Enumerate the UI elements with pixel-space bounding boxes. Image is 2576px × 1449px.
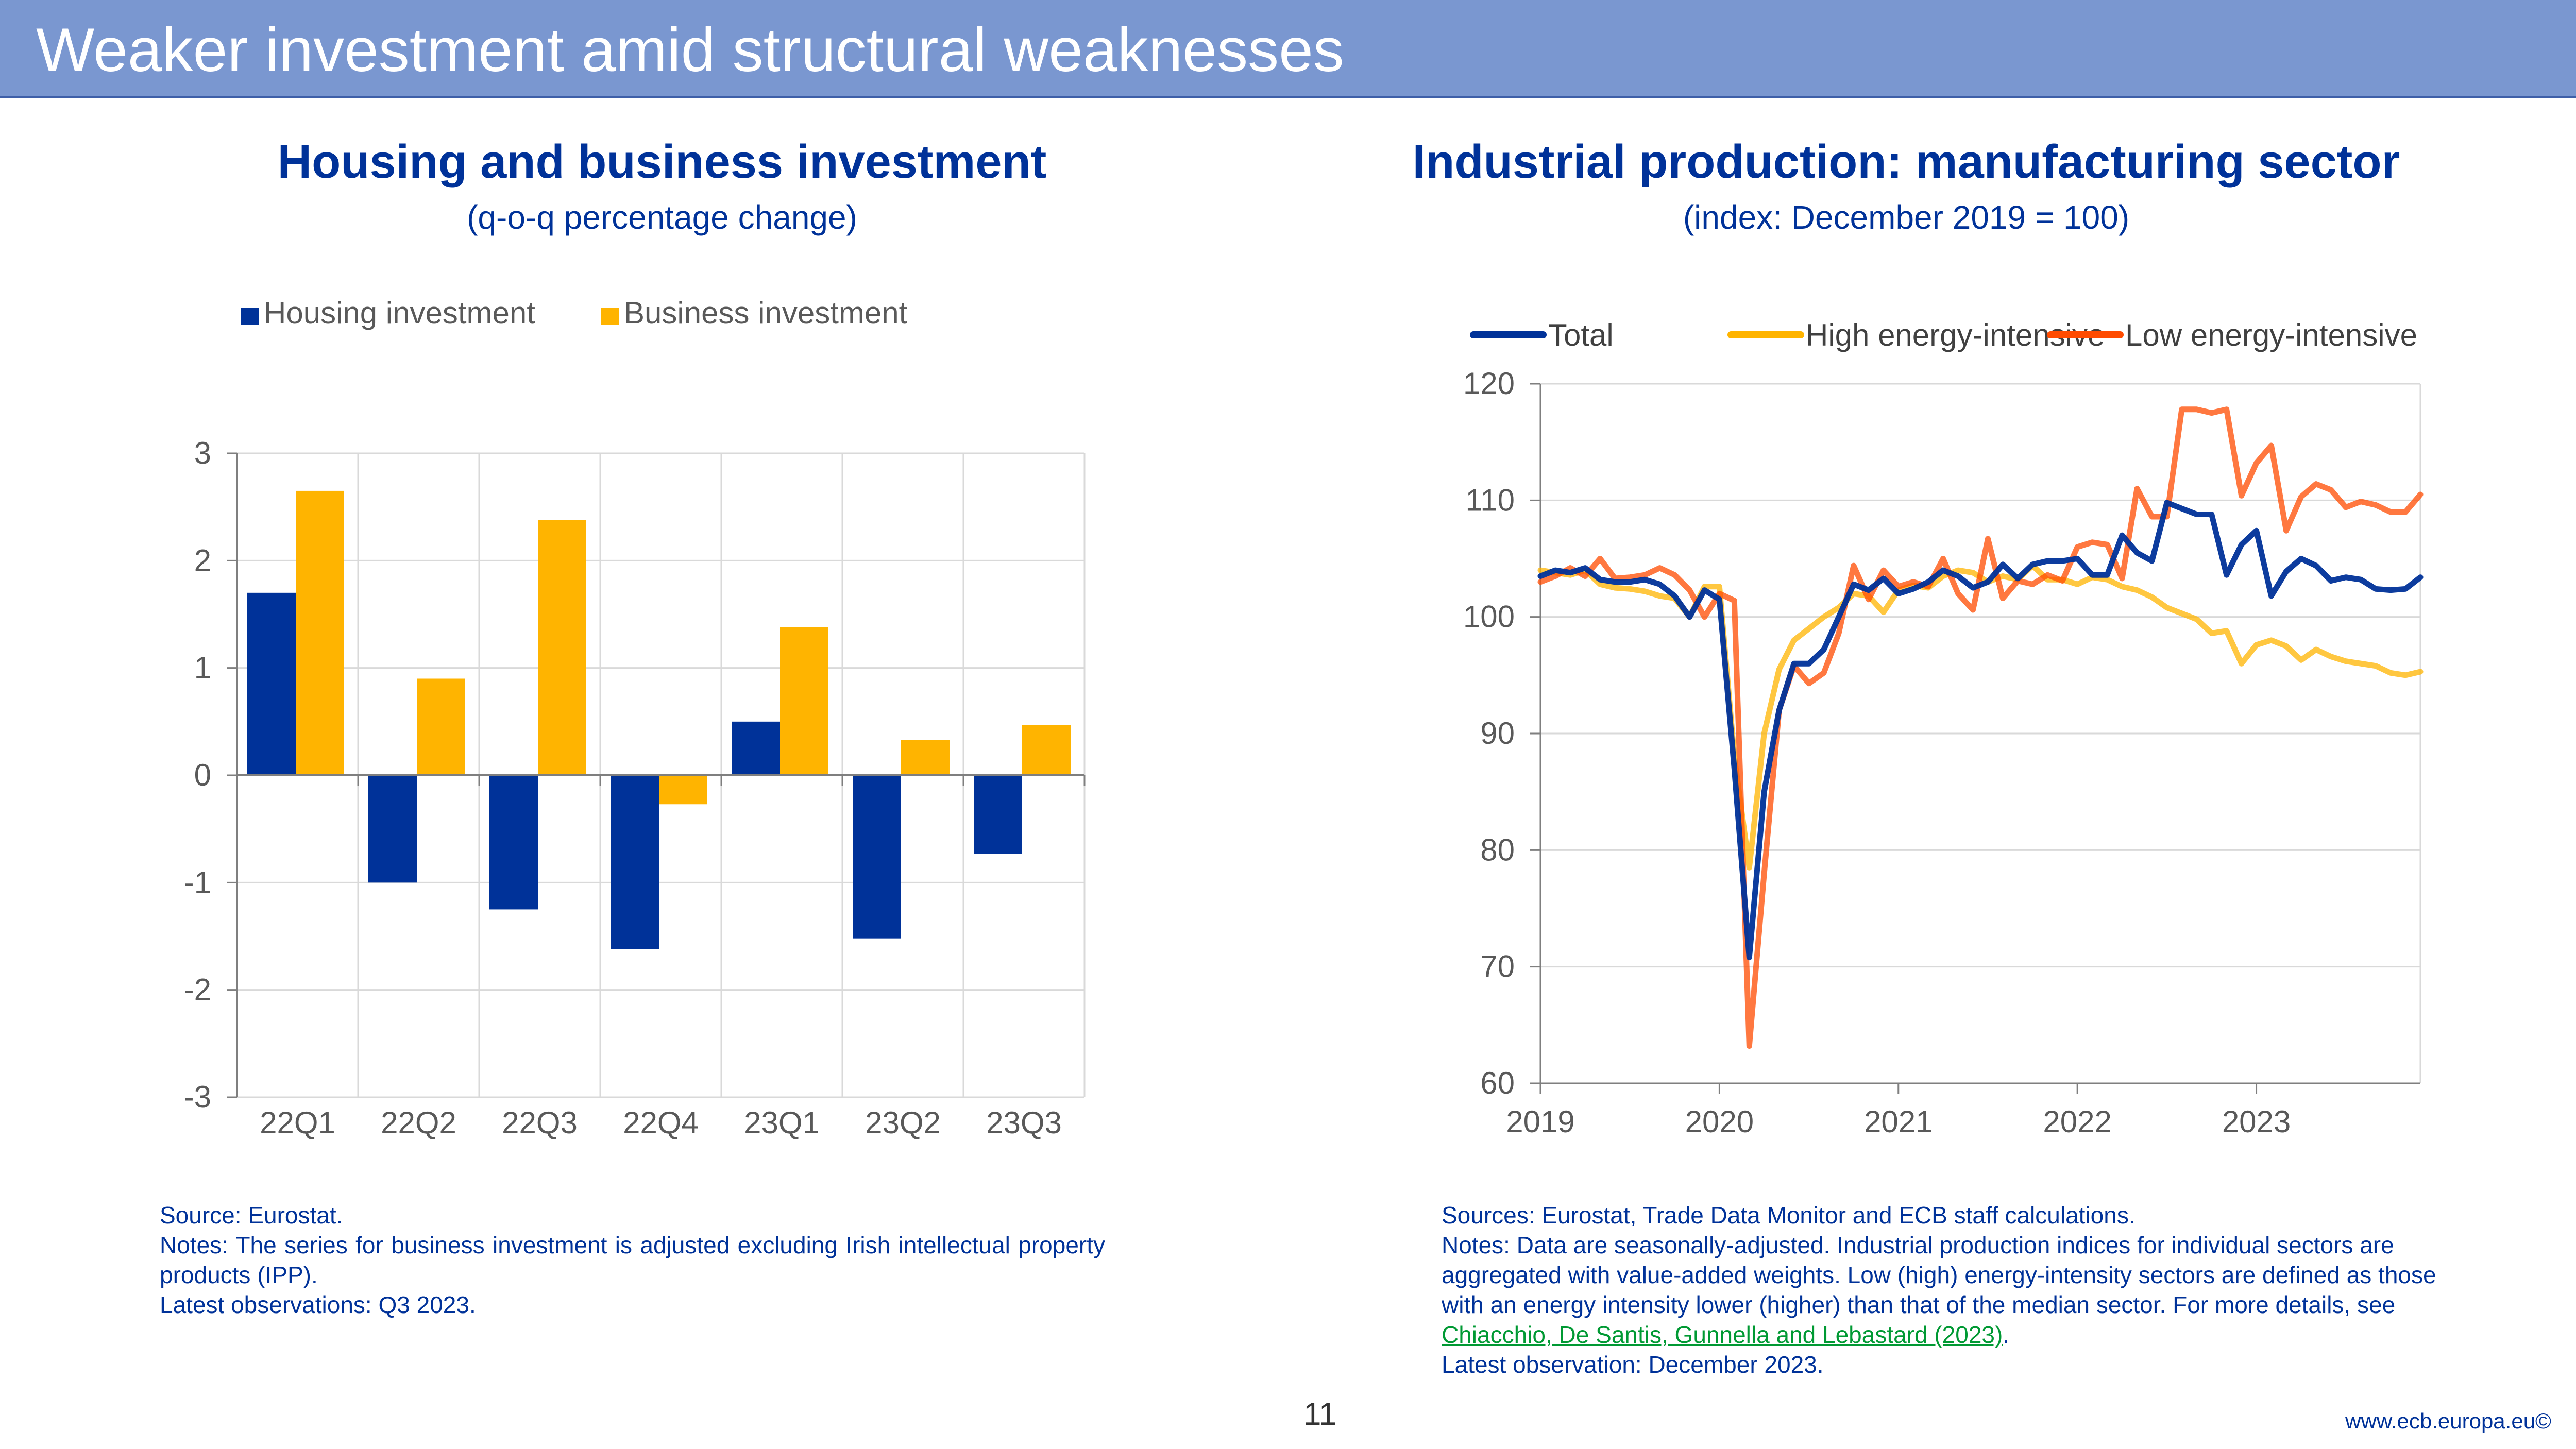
right-chart-title: Industrial production: manufacturing sec… — [1412, 135, 2400, 188]
left-latest-observation: Latest observations: Q3 2023. — [160, 1291, 476, 1318]
title-banner: Weaker investment amid structural weakne… — [0, 0, 2576, 98]
x-tick-label: 22Q4 — [623, 1105, 699, 1140]
left-source: Source: Eurostat. — [160, 1202, 343, 1229]
x-tick-label: 23Q2 — [865, 1105, 941, 1140]
bar-housing-22q2 — [368, 775, 417, 883]
bar-housing-22q4 — [611, 775, 659, 949]
bar-business-23q1 — [780, 627, 828, 775]
legend-swatch-2 — [601, 308, 619, 325]
right-notes: Notes: Data are seasonally-adjusted. Ind… — [1442, 1232, 2436, 1318]
legend-swatch-1 — [241, 308, 259, 325]
legend-label-1: Total — [1548, 318, 1614, 352]
line-legend: Total High energy-intensive Low energy-int… — [1470, 318, 2417, 352]
x-tick-label: 2019 — [1506, 1104, 1574, 1139]
left-notes: Notes: The series for business investmen… — [160, 1232, 1105, 1288]
y-tick-label: 110 — [1465, 483, 1515, 517]
y-tick-label: -1 — [184, 865, 211, 899]
right-chart-subtitle: (index: December 2019 = 100) — [1683, 199, 2130, 236]
right-notes-period: . — [2003, 1321, 2010, 1348]
left-chart-subtitle: (q-o-q percentage change) — [467, 199, 857, 236]
bar-business-22q1 — [296, 490, 344, 775]
bar-business-23q2 — [901, 740, 950, 775]
bar-business-22q3 — [538, 520, 586, 775]
reference-link[interactable]: Chiacchio, De Santis, Gunnella and Lebas… — [1442, 1321, 2003, 1348]
line-chart: Total High energy-intensive Low energy-int… — [1463, 318, 2424, 1139]
x-tick-label: 2023 — [2222, 1104, 2291, 1139]
bar-business-23q3 — [1022, 725, 1071, 775]
y-tick-label: 70 — [1480, 949, 1515, 984]
bar-housing-23q1 — [732, 721, 780, 775]
x-tick-label: 22Q1 — [260, 1105, 335, 1140]
y-tick-label: -3 — [184, 1080, 211, 1114]
y-tick-label: 100 — [1463, 600, 1515, 634]
legend-label-1: Housing investment — [264, 296, 535, 330]
x-tick-label: 2022 — [2043, 1104, 2111, 1139]
y-tick-label: 90 — [1480, 716, 1515, 751]
x-tick-label: 23Q3 — [986, 1105, 1062, 1140]
left-chart-notes: Source: Eurostat. Notes: The series for … — [160, 1200, 1105, 1320]
bar-housing-23q3 — [974, 775, 1022, 854]
legend-label-3: Low energy-intensive — [2125, 318, 2417, 352]
y-tick-label: 2 — [194, 543, 211, 577]
y-tick-label: -2 — [184, 973, 211, 1007]
bar-business-22q2 — [417, 678, 465, 775]
footer-url[interactable]: www.ecb.europa.eu© — [2345, 1409, 2551, 1433]
y-tick-label: 120 — [1463, 366, 1515, 401]
bar-legend: Housing investment Business investment — [241, 296, 908, 330]
series-line-low-energy-intensive — [1537, 406, 2424, 1049]
y-tick-label: 1 — [194, 651, 211, 685]
series-line-high-energy-intensive — [1537, 562, 2424, 871]
series-line-total — [1537, 500, 2424, 961]
x-tick-label: 22Q2 — [381, 1105, 456, 1140]
y-tick-label: 3 — [194, 436, 211, 470]
bar-housing-22q3 — [489, 775, 538, 910]
x-tick-label: 2021 — [1864, 1104, 1933, 1139]
y-tick-label: 0 — [194, 758, 211, 792]
right-source: Sources: Eurostat, Trade Data Monitor an… — [1442, 1202, 2136, 1229]
bar-housing-22q1 — [247, 592, 296, 775]
left-chart-title: Housing and business investment — [277, 135, 1047, 188]
y-tick-label: 80 — [1480, 832, 1515, 867]
legend-label-2: Business investment — [624, 296, 908, 330]
right-latest-observation: Latest observation: December 2023. — [1442, 1351, 1824, 1378]
x-tick-label: 22Q3 — [502, 1105, 578, 1140]
page-number: 11 — [1303, 1396, 1337, 1432]
x-tick-label: 23Q1 — [744, 1105, 820, 1140]
bar-housing-23q2 — [853, 775, 901, 939]
bar-chart: Housing investment Business investment 3 2 1… — [184, 296, 1086, 1140]
bar-business-22q4 — [659, 775, 707, 805]
y-tick-label: 60 — [1480, 1066, 1515, 1100]
x-tick-label: 2020 — [1685, 1104, 1754, 1139]
right-chart-notes: Sources: Eurostat, Trade Data Monitor an… — [1442, 1200, 2467, 1379]
slide-title: Weaker investment amid structural weakne… — [36, 15, 1344, 84]
